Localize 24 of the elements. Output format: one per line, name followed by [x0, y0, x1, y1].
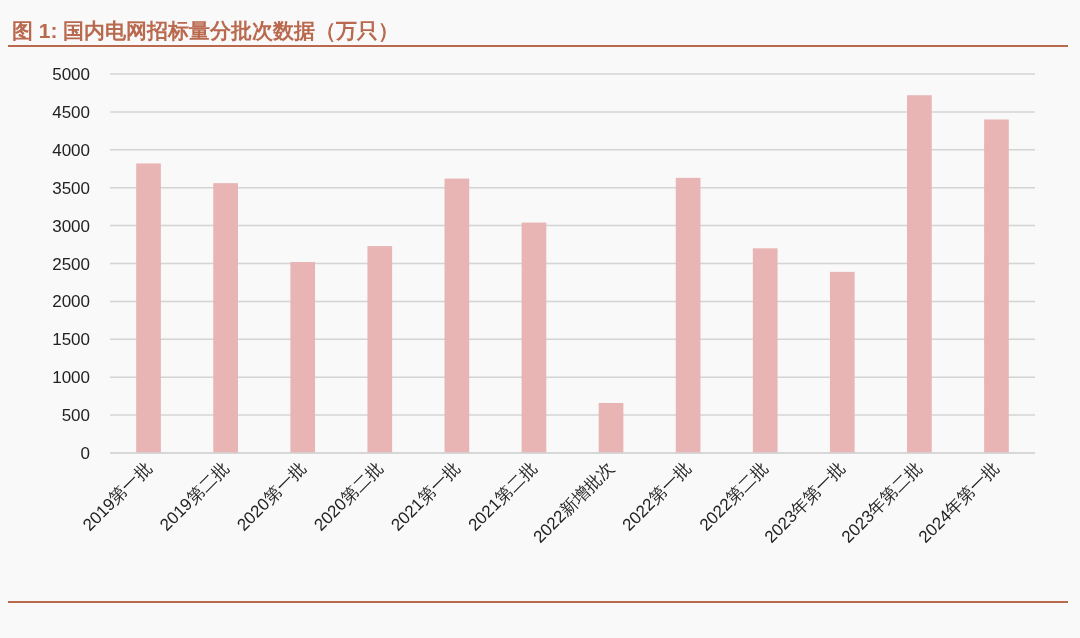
chart-title: 图 1: 国内电网招标量分批次数据（万只） [12, 19, 400, 42]
bar [907, 95, 932, 453]
bar [367, 246, 393, 453]
y-tick-label: 1500 [52, 330, 90, 350]
y-tick-label: 5000 [52, 65, 90, 84]
bar [675, 177, 701, 453]
y-tick-label: 4000 [52, 140, 90, 160]
y-tick-label: 2000 [52, 292, 90, 312]
y-tick-label: 3000 [52, 216, 90, 236]
bar [984, 119, 1009, 453]
bar [521, 222, 547, 453]
y-tick-label: 2500 [52, 254, 90, 274]
bar [752, 248, 778, 453]
bar [290, 261, 316, 453]
y-tick-label: 3500 [52, 178, 90, 198]
y-tick-label: 500 [61, 406, 90, 426]
bar [213, 183, 238, 453]
bar [829, 271, 855, 453]
bar [598, 402, 624, 453]
bar [444, 178, 470, 453]
y-tick-label: 4500 [52, 102, 90, 122]
bar [136, 163, 161, 453]
y-tick-label: 1000 [52, 368, 90, 388]
y-tick-label: 0 [80, 444, 90, 463]
